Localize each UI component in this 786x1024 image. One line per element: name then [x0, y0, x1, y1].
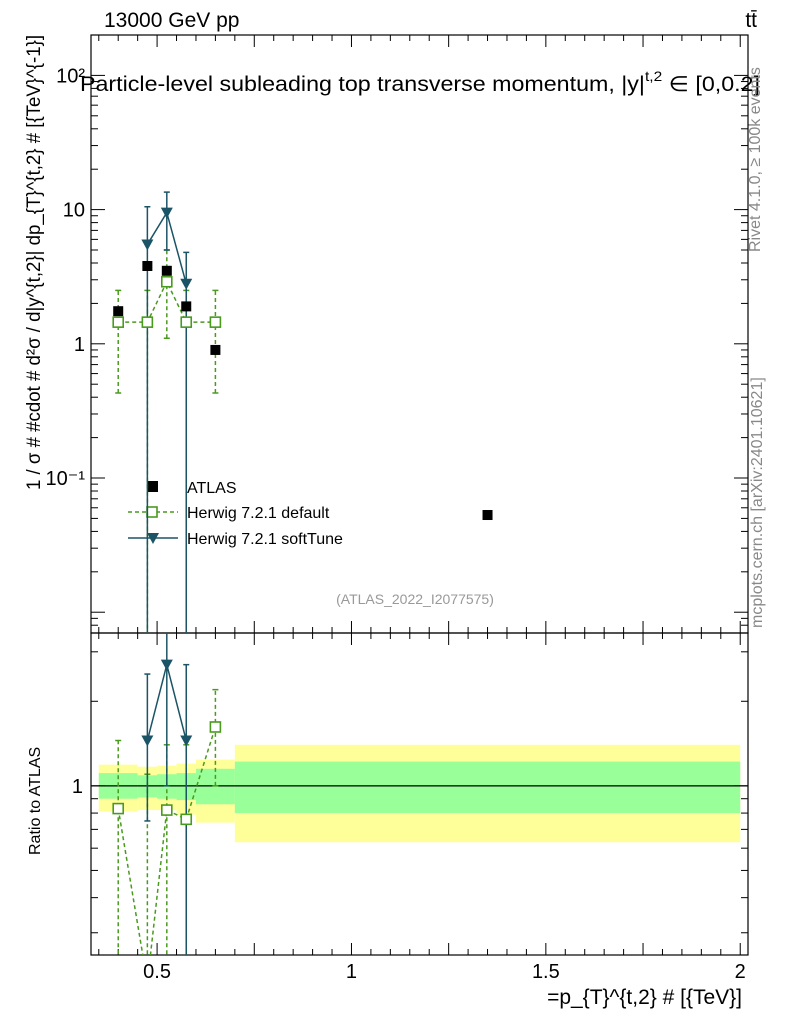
legend-atlas-label: ATLAS: [187, 480, 237, 497]
y-axis-title-main: 1 / σ # #cdot # d²σ / d|y^{t,2}| dp_{T}^…: [24, 35, 45, 490]
x-tick-label: 2: [735, 961, 746, 983]
ratio-series: [112, 633, 222, 955]
y-tick-label-main: 10: [63, 200, 85, 222]
x-tick-label: 0.5: [143, 961, 171, 983]
softtune-point-main: [141, 239, 154, 251]
legend: ATLAS Herwig 7.2.1 default Herwig 7.2.1 …: [128, 480, 343, 548]
default-point-main: [209, 316, 222, 328]
atlas-point-main: [181, 301, 192, 312]
plot-title-range: ∈ [0,0.2]: [662, 73, 760, 96]
plot-title-superscript: t,2: [645, 68, 662, 84]
default-point-main: [112, 316, 125, 328]
mcplots-label: mcplots.cern.ch [arXiv:2401.10621]: [749, 377, 766, 628]
softtune-point-ratio: [141, 735, 154, 747]
softtune-point-main: [160, 207, 173, 219]
default-point-ratio: [112, 802, 125, 815]
rivet-label: Rivet 4.1.0, ≥ 100k events: [747, 67, 764, 252]
y-tick-label-main: 10²: [56, 65, 85, 87]
atlas-point-main: [210, 344, 221, 355]
main-series: [112, 191, 493, 633]
default-point-ratio: [161, 804, 173, 816]
ratio-frame: [90, 632, 749, 956]
atlas-point-main: [161, 265, 172, 276]
y-tick-label-main: 1: [74, 334, 85, 356]
energy-label: 13000 GeV pp: [104, 9, 239, 32]
x-axis-title: =p_{T}^{t,2} # [{TeV}]: [547, 986, 742, 1009]
y-tick-label-main: 10⁻¹: [46, 468, 86, 490]
default-point-ratio: [180, 813, 193, 826]
plot-title-main: Particle-level subleading top transverse…: [80, 73, 645, 96]
softtune-point-ratio: [160, 659, 173, 671]
legend-atlas-marker: [147, 481, 158, 492]
plot-layer: 0.5 1 1.5 2 10⁻¹ 1 10 10² 1: [46, 34, 749, 983]
plot-title: Particle-level subleading top transverse…: [80, 68, 760, 96]
softtune-point-ratio: [180, 735, 193, 747]
ratio-bands: [98, 744, 741, 843]
legend-softtune-marker: [147, 533, 159, 544]
default-point-main: [141, 316, 154, 328]
watermark: (ATLAS_2022_I2077575): [336, 591, 494, 607]
x-tick-label: 1.5: [532, 961, 560, 983]
legend-default-label: Herwig 7.2.1 default: [187, 505, 330, 522]
legend-softtune-label: Herwig 7.2.1 softTune: [187, 531, 343, 548]
atlas-point-main: [142, 260, 153, 271]
default-point-ratio: [209, 721, 222, 733]
x-tick-label: 1: [346, 961, 357, 983]
y-axis-title-ratio: Ratio to ATLAS: [27, 747, 44, 855]
process-label: tt̄: [745, 9, 757, 32]
stat-band-5: [234, 761, 741, 814]
legend-default-marker: [146, 506, 158, 518]
atlas-point-main: [482, 510, 493, 521]
softtune-point-main: [180, 278, 193, 290]
default-point-main: [180, 316, 193, 328]
default-point-main: [161, 275, 173, 288]
atlas-point-main: [113, 306, 124, 317]
y-tick-label-ratio: 1: [72, 776, 83, 798]
